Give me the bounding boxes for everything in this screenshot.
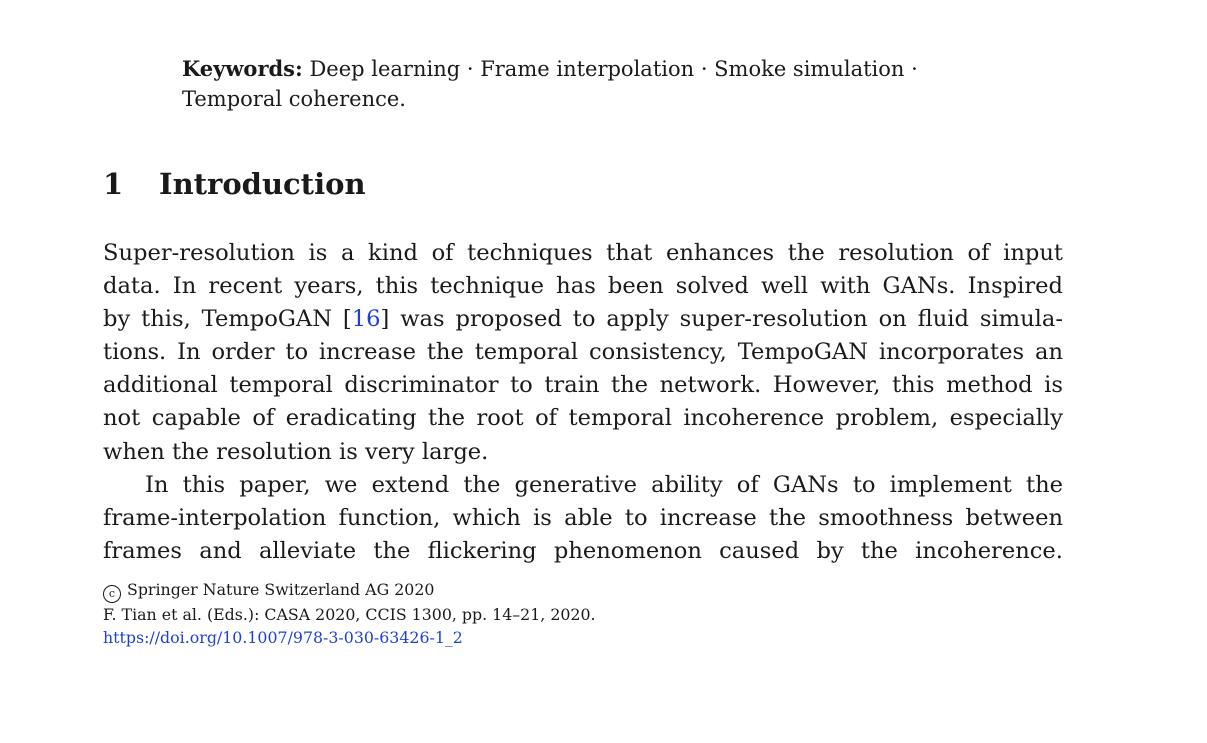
line-text: ] was proposed to apply super-resolution…	[380, 306, 1063, 333]
paragraph-1-line-with-citation: by this, TempoGAN [16] was proposed to a…	[103, 303, 1063, 336]
paragraph-1-line: additional temporal discriminator to tra…	[103, 372, 1063, 399]
section-number: 1	[103, 167, 124, 201]
doi-link[interactable]: https://doi.org/10.1007/978-3-030-63426-…	[103, 628, 463, 647]
paragraph-1-line: when the resolution is very large.	[103, 438, 489, 465]
copyright-icon: c	[103, 585, 121, 603]
paragraph-1-line: tions. In order to increase the temporal…	[103, 339, 1063, 366]
paragraph-2-line: In this paper, we extend the generative …	[145, 471, 1063, 498]
citation-link[interactable]: 16	[351, 306, 381, 333]
citation-line: F. Tian et al. (Eds.): CASA 2020, CCIS 1…	[103, 605, 596, 624]
copyright-line: c Springer Nature Switzerland AG 2020	[103, 578, 596, 603]
footnote-block: c Springer Nature Switzerland AG 2020 F. …	[103, 578, 596, 649]
keywords-label: Keywords:	[182, 56, 303, 81]
section-heading: 1 Introduction	[103, 164, 366, 204]
keywords-list: Deep learning · Frame interpolation · Sm…	[309, 57, 918, 81]
paragraph-1-line: data. In recent years, this technique ha…	[103, 273, 1063, 300]
copyright-text: Springer Nature Switzerland AG 2020	[127, 580, 435, 599]
body-text: Super-resolution is a kind of techniques…	[103, 237, 1063, 568]
line-text: by this, TempoGAN [	[103, 306, 352, 333]
paragraph-1-line: not capable of eradicating the root of t…	[103, 405, 1063, 432]
paragraph-2-line: frame-interpolation function, which is a…	[103, 504, 1063, 531]
paragraph-2-line: frames and alleviate the flickering phen…	[103, 537, 1063, 564]
section-title: Introduction	[159, 167, 366, 201]
paragraph-1-line: Super-resolution is a kind of techniques…	[103, 240, 1063, 266]
keywords-list-continued: Temporal coherence.	[182, 87, 406, 111]
keywords-block: Keywords: Deep learning · Frame interpol…	[182, 54, 982, 114]
